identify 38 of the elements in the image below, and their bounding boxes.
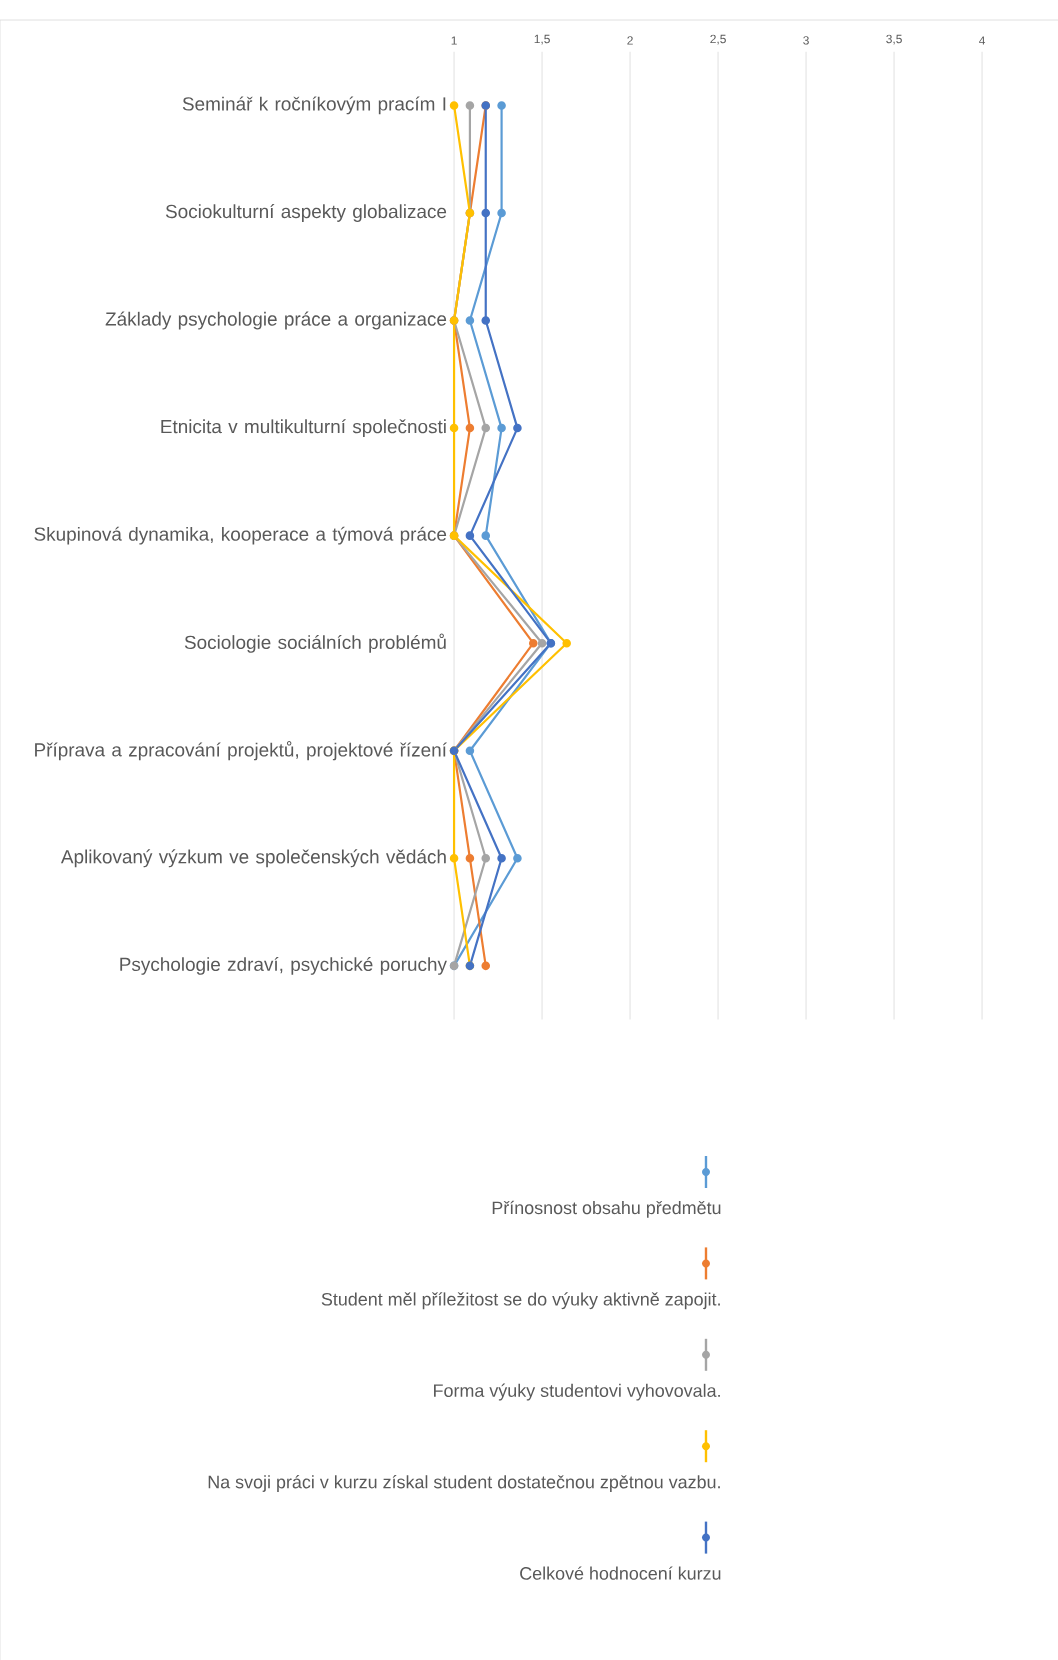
point [481,854,491,863]
y-tick-label: Seminář k ročníkovým pracím I [182,96,446,115]
point [465,531,475,540]
y-tick-label: Etnicita v multikulturní společnosti [161,419,446,438]
point [481,531,491,540]
y-tick-label: Aplikovaný výzkum ve společenských vědách [60,849,446,868]
point [481,423,491,433]
point [465,746,475,756]
y-tick-label: Skupinová dynamika, kooperace a týmová práce [34,526,447,545]
point [513,854,522,863]
legend-label: Student měl příležitost se do výuky aktivně zapojit. [321,1292,720,1310]
point [481,208,491,218]
point [562,638,571,648]
point [465,423,475,433]
point [497,208,506,218]
point [465,854,475,863]
point [465,316,475,325]
point [449,854,459,863]
point [513,423,522,433]
legend-label: Celkové hodnocení kurzu [520,1566,721,1580]
point [449,423,459,433]
point [537,638,547,648]
point [497,101,506,110]
y-tick-label: Příprava a zpracování projektů, projektové řízení [35,741,447,761]
point [481,961,491,971]
legend-label: Forma výuky studentovi vyhovovala. [434,1383,720,1401]
point [465,101,475,110]
y-tick-label: Psychologie zdraví, psychické poruchy [120,956,447,975]
y-tick-label: Sociologie sociálních problémů [184,633,446,653]
point [528,638,538,648]
legend-label: Přínosnost obsahu předmětu [492,1200,721,1218]
point [449,101,459,110]
legend-label: Na svoji práci v kurzu získal student dostatečnou zpětnou vazbu. [208,1474,720,1492]
point [481,316,491,325]
point [497,854,506,863]
y-tick-label: Základy psychologie práce a organizace [105,311,447,330]
y-tick-label: Sociokulturní aspekty globalizace [165,204,447,222]
point [497,423,506,433]
